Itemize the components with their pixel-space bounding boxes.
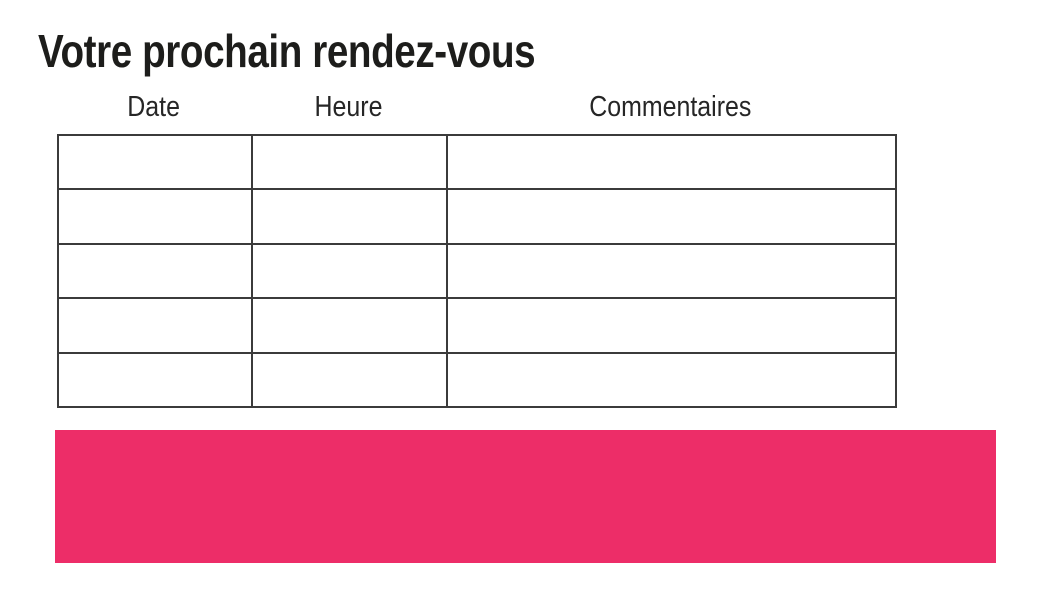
page-title: Votre prochain rendez-vous (38, 25, 536, 77)
column-header-heure: Heure (314, 91, 383, 123)
highlight-banner (55, 430, 996, 563)
table-cell-heure (251, 297, 448, 354)
column-header-commentaires: Commentaires (589, 91, 752, 123)
appointments-table (57, 133, 897, 409)
table-row (57, 351, 897, 409)
table-cell-date (57, 133, 253, 191)
table-row (57, 133, 897, 191)
table-row (57, 188, 897, 245)
appointments-table-body (57, 133, 897, 409)
table-cell-commentaires (446, 297, 897, 354)
table-cell-commentaires (446, 133, 897, 191)
table-row (57, 297, 897, 354)
table-cell-date (57, 242, 253, 300)
table-cell-commentaires (446, 351, 897, 409)
table-cell-date (57, 351, 253, 409)
table-cell-date (57, 297, 253, 354)
table-row (57, 242, 897, 300)
table-cell-commentaires (446, 242, 897, 300)
table-cell-heure (251, 351, 448, 409)
table-cell-heure (251, 242, 448, 300)
table-header-row: Date Heure Commentaires (57, 90, 895, 124)
table-cell-date (57, 188, 253, 245)
table-cell-commentaires (446, 188, 897, 245)
column-header-date: Date (127, 91, 181, 123)
table-cell-heure (251, 188, 448, 245)
table-cell-heure (251, 133, 448, 191)
